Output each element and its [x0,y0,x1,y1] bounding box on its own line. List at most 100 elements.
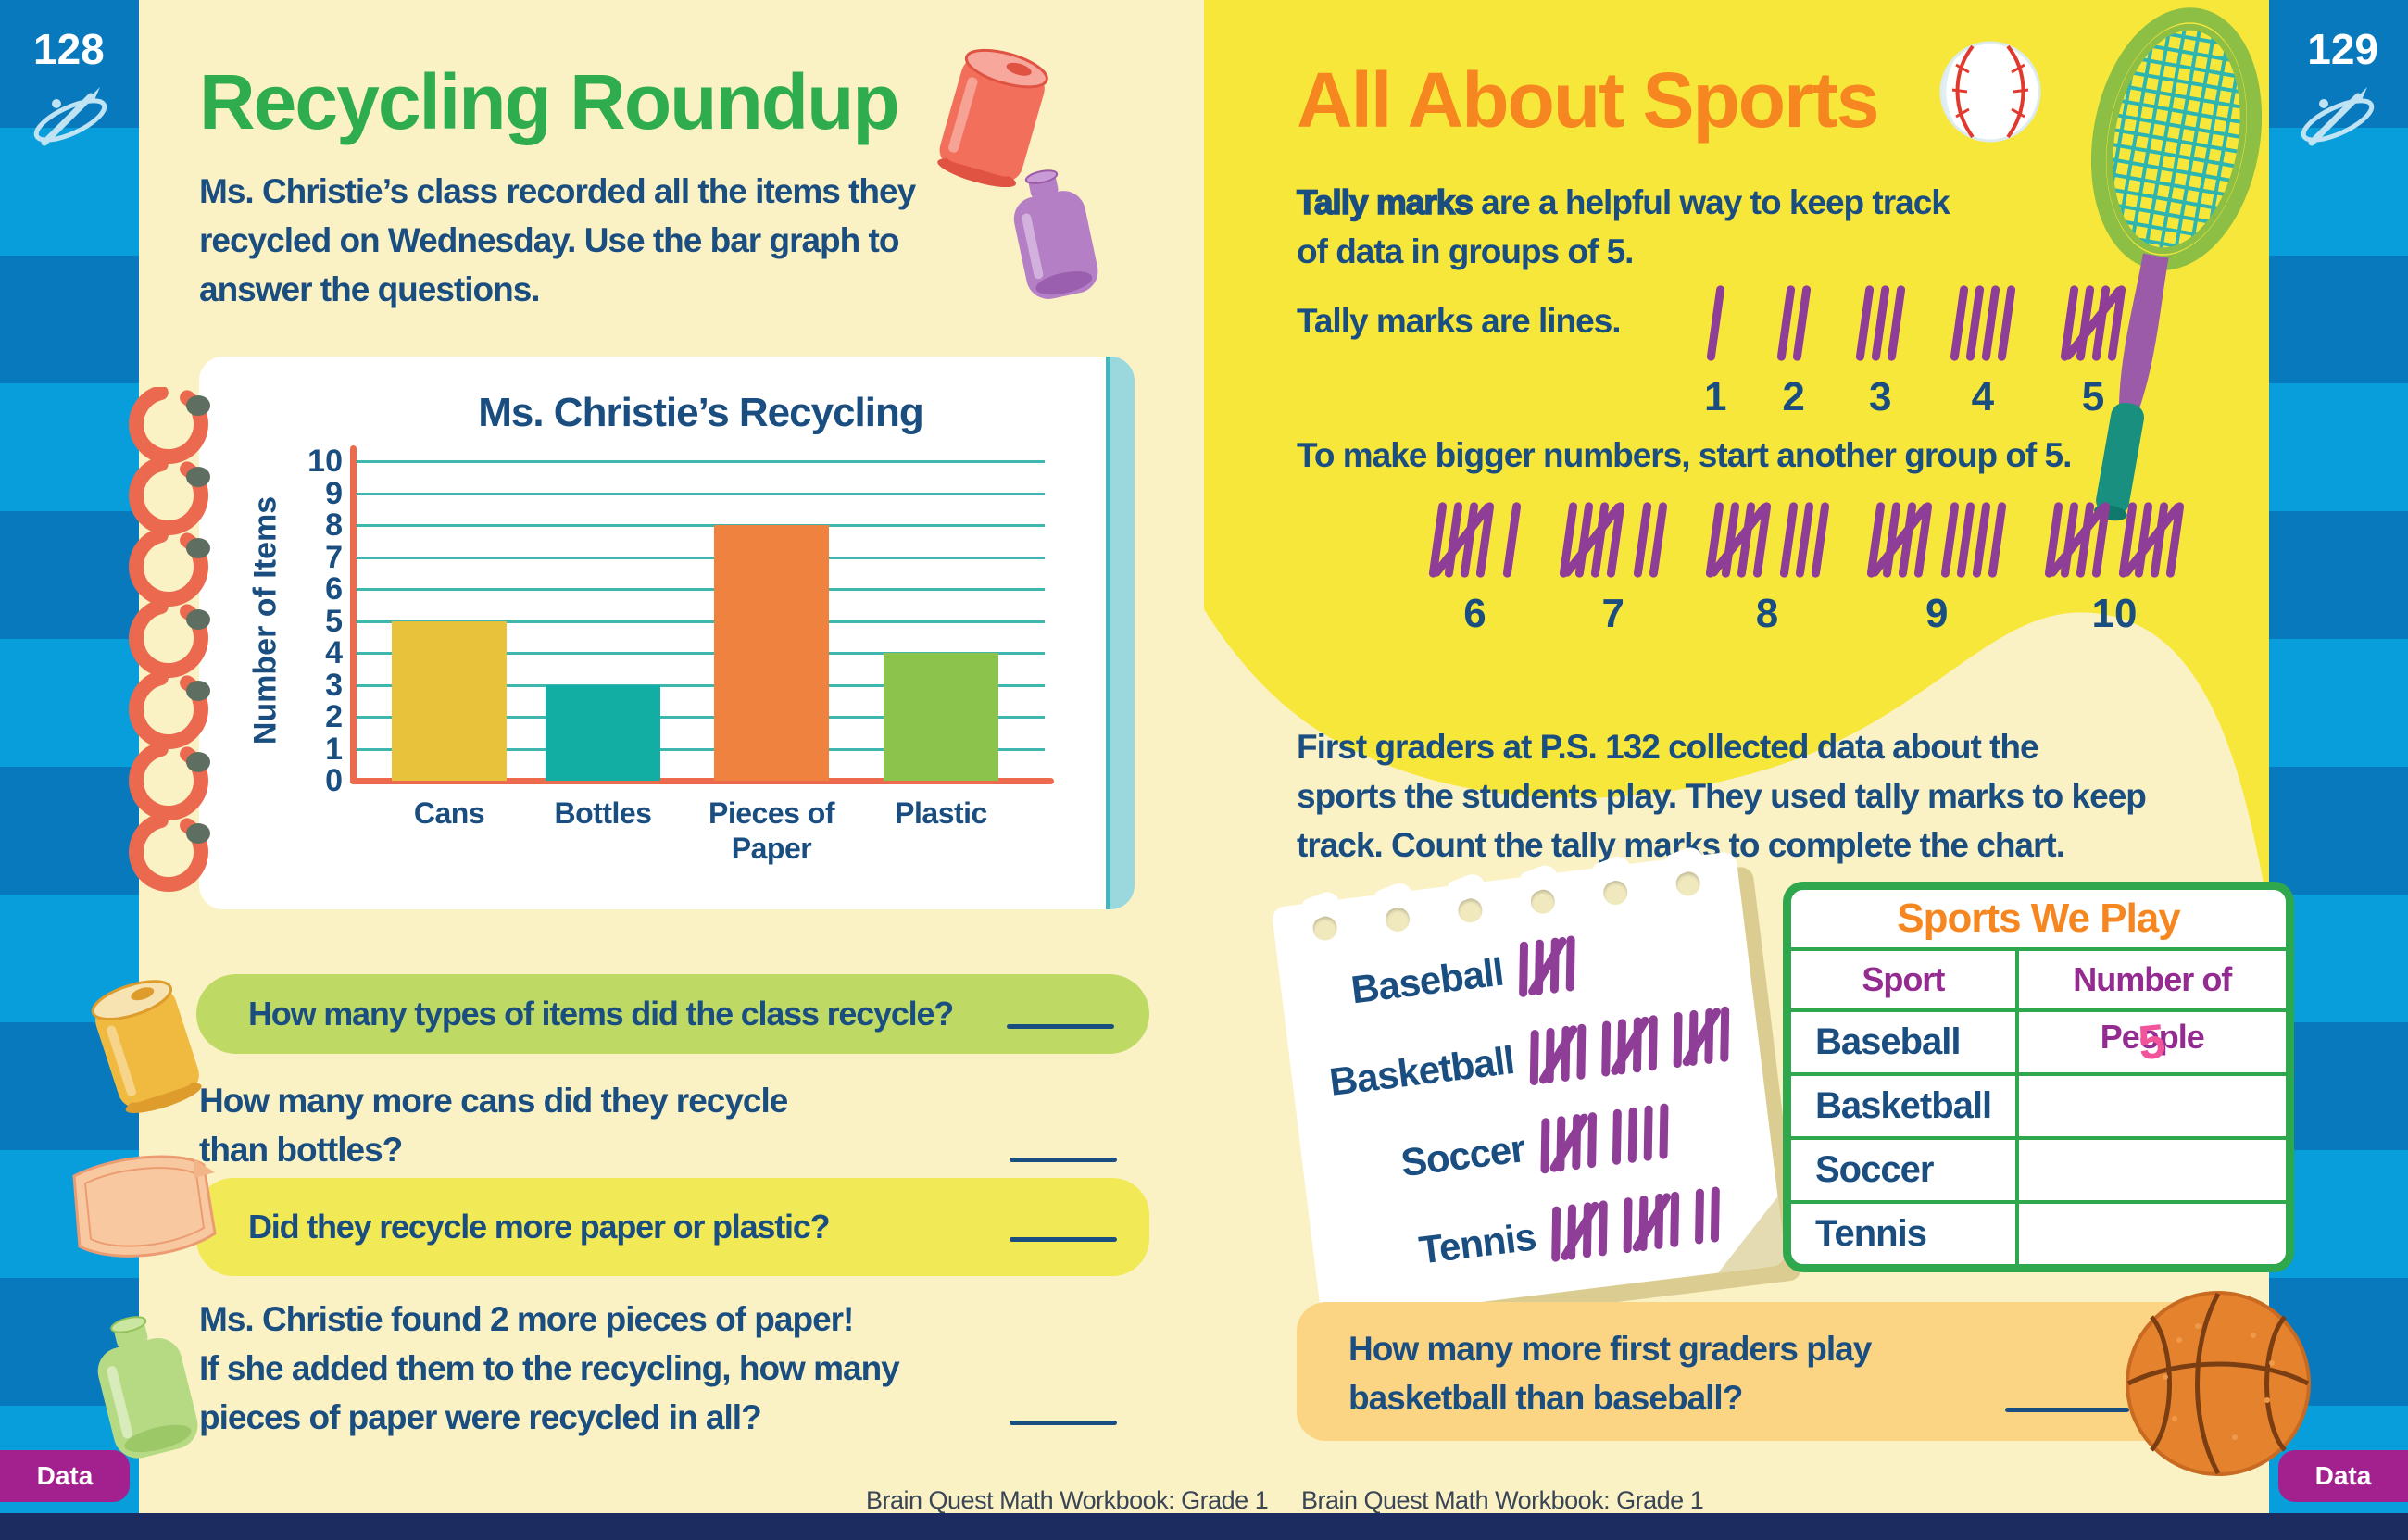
table-cell-value[interactable]: 5 [2019,1012,2286,1072]
tally-number: 8 [1755,591,1779,636]
table-cell-value[interactable] [2019,1076,2286,1136]
tally-example: 10 [2044,501,2185,637]
tally-stroke [1887,284,1906,362]
tally-cross-stroke [1526,935,1569,997]
tally-stroke [1623,1196,1633,1254]
tally-example: 7 [1559,501,1668,637]
tally-example: 1 [1704,284,1727,420]
chart-ytick: 4 [325,635,343,670]
tally-group [1704,501,1772,579]
answer-blank-3[interactable] [1010,1237,1117,1242]
tally-cross-stroke [1548,1111,1590,1174]
chart-title: Ms. Christie’s Recycling [478,390,924,435]
tally-number: 6 [1463,591,1486,636]
question-3: Did they recycle more paper or plastic? [196,1178,1149,1276]
bottom-navy-strip [0,1513,2408,1540]
spiral-rings [129,387,210,892]
tally-stroke [1649,501,1668,579]
chart-x-axis-line [350,778,1054,784]
table-cell-sport: Basketball [1791,1076,2019,1136]
paper-scrap-icon [72,1155,217,1258]
tally-group [2044,501,2111,579]
tally-cross-stroke [1630,1191,1673,1254]
tally-marks [1855,284,1906,362]
tally-marks [1704,501,1830,579]
footer-right: Brain Quest Math Workbook: Grade 1 [1301,1486,1704,1514]
tally-marks [1537,1103,1672,1174]
notepad-label: Baseball [1348,949,1506,1012]
answer-blank-4[interactable] [1010,1421,1117,1425]
tally-example: 5 [2060,284,2126,420]
tally-marks [1706,284,1725,362]
answer-blank-2[interactable] [1010,1158,1117,1162]
question-5: How many more first graders play basketb… [1297,1302,2241,1441]
hole-icon [1456,896,1484,924]
tally-stroke [1540,1118,1550,1174]
hole-icon [1674,870,1702,897]
tally-stroke [1587,1112,1598,1169]
tally-group [1516,935,1578,997]
sports-we-play-table: Sports We Play Sport Number of People Ba… [1783,882,2294,1272]
chart-ytick: 0 [325,763,343,798]
chart-bar [714,525,829,781]
tally-number: 1 [1704,374,1727,419]
tally-group [1670,1006,1732,1069]
purple-bottle-icon [1013,169,1098,299]
tally-stroke [1694,1188,1705,1245]
tally-group [1778,501,1830,579]
chart-gridline [357,747,1045,751]
tally-examples-1-5: 1 2 3 4 5 [1704,284,2126,420]
table-row: Tennis [1791,1204,2286,1264]
table-title: Sports We Play [1791,890,2286,951]
page-number-right: 129 [2307,25,2378,73]
chart-xtick-label: Bottles [554,796,652,830]
chart-gridline [357,492,1045,495]
chart-gridline [357,716,1045,719]
chart-yticks: 0 1 2 3 4 5 6 7 8 9 10 [278,444,343,798]
chart-gridline [357,524,1045,527]
tally-stroke [1601,1020,1612,1077]
table-cell-sport: Baseball [1791,1012,2019,1072]
notepad-label: Basketball [1326,1037,1517,1104]
tally-intro: Tally marks are a helpful way to keep tr… [1296,178,2176,276]
hole-icon [1529,888,1557,916]
tally-group [1559,501,1625,579]
tally-group [1537,1111,1599,1174]
tally-example: 4 [1950,284,2016,420]
tally-number: 9 [1925,591,1949,636]
brainquest-pencil-icon [33,87,107,146]
tally-number: 5 [2081,374,2105,419]
right-page-border [2269,0,2408,1540]
table-cell-value[interactable] [2019,1204,2286,1264]
tally-stroke [1871,284,1890,362]
tally-example: 6 [1428,501,1522,637]
tally-number: 3 [1868,374,1892,419]
answer-blank-5[interactable] [2005,1408,2129,1412]
tally-example: 9 [1866,501,2007,637]
hole-icon [1311,915,1339,943]
answer-blank-1[interactable] [1007,1024,1114,1029]
tally-stroke [1794,501,1814,579]
table-row: Baseball 5 [1791,1012,2286,1076]
chart-xtick-label: Plastic [895,796,987,830]
tally-group [1775,284,1812,362]
chart-gridline [357,556,1045,559]
yellow-can-icon [91,980,202,1114]
question-2: How many more cans did they recycle than… [199,1082,788,1169]
tally-stroke [1529,1029,1539,1086]
table-cell-value[interactable] [2019,1140,2286,1200]
tally-intro-rest: are a helpful way to keep track of data … [1297,183,1950,270]
table-header-number: Number of People [2073,960,2232,1056]
chart-bar [884,653,998,781]
tally-group [1610,1103,1672,1165]
data-section-tab-right: Data [2278,1450,2408,1502]
chart-gridline [357,460,1045,463]
green-bottle-icon [97,1316,198,1459]
tally-number: 4 [1971,374,1995,419]
chart-y-axis-line [350,445,357,784]
tally-stroke [1565,935,1575,992]
tally-stroke [1502,501,1522,579]
tally-group [1527,1023,1589,1086]
tally-intro-bold: Tally marks [1296,182,1474,222]
tally-stroke [1791,284,1812,362]
